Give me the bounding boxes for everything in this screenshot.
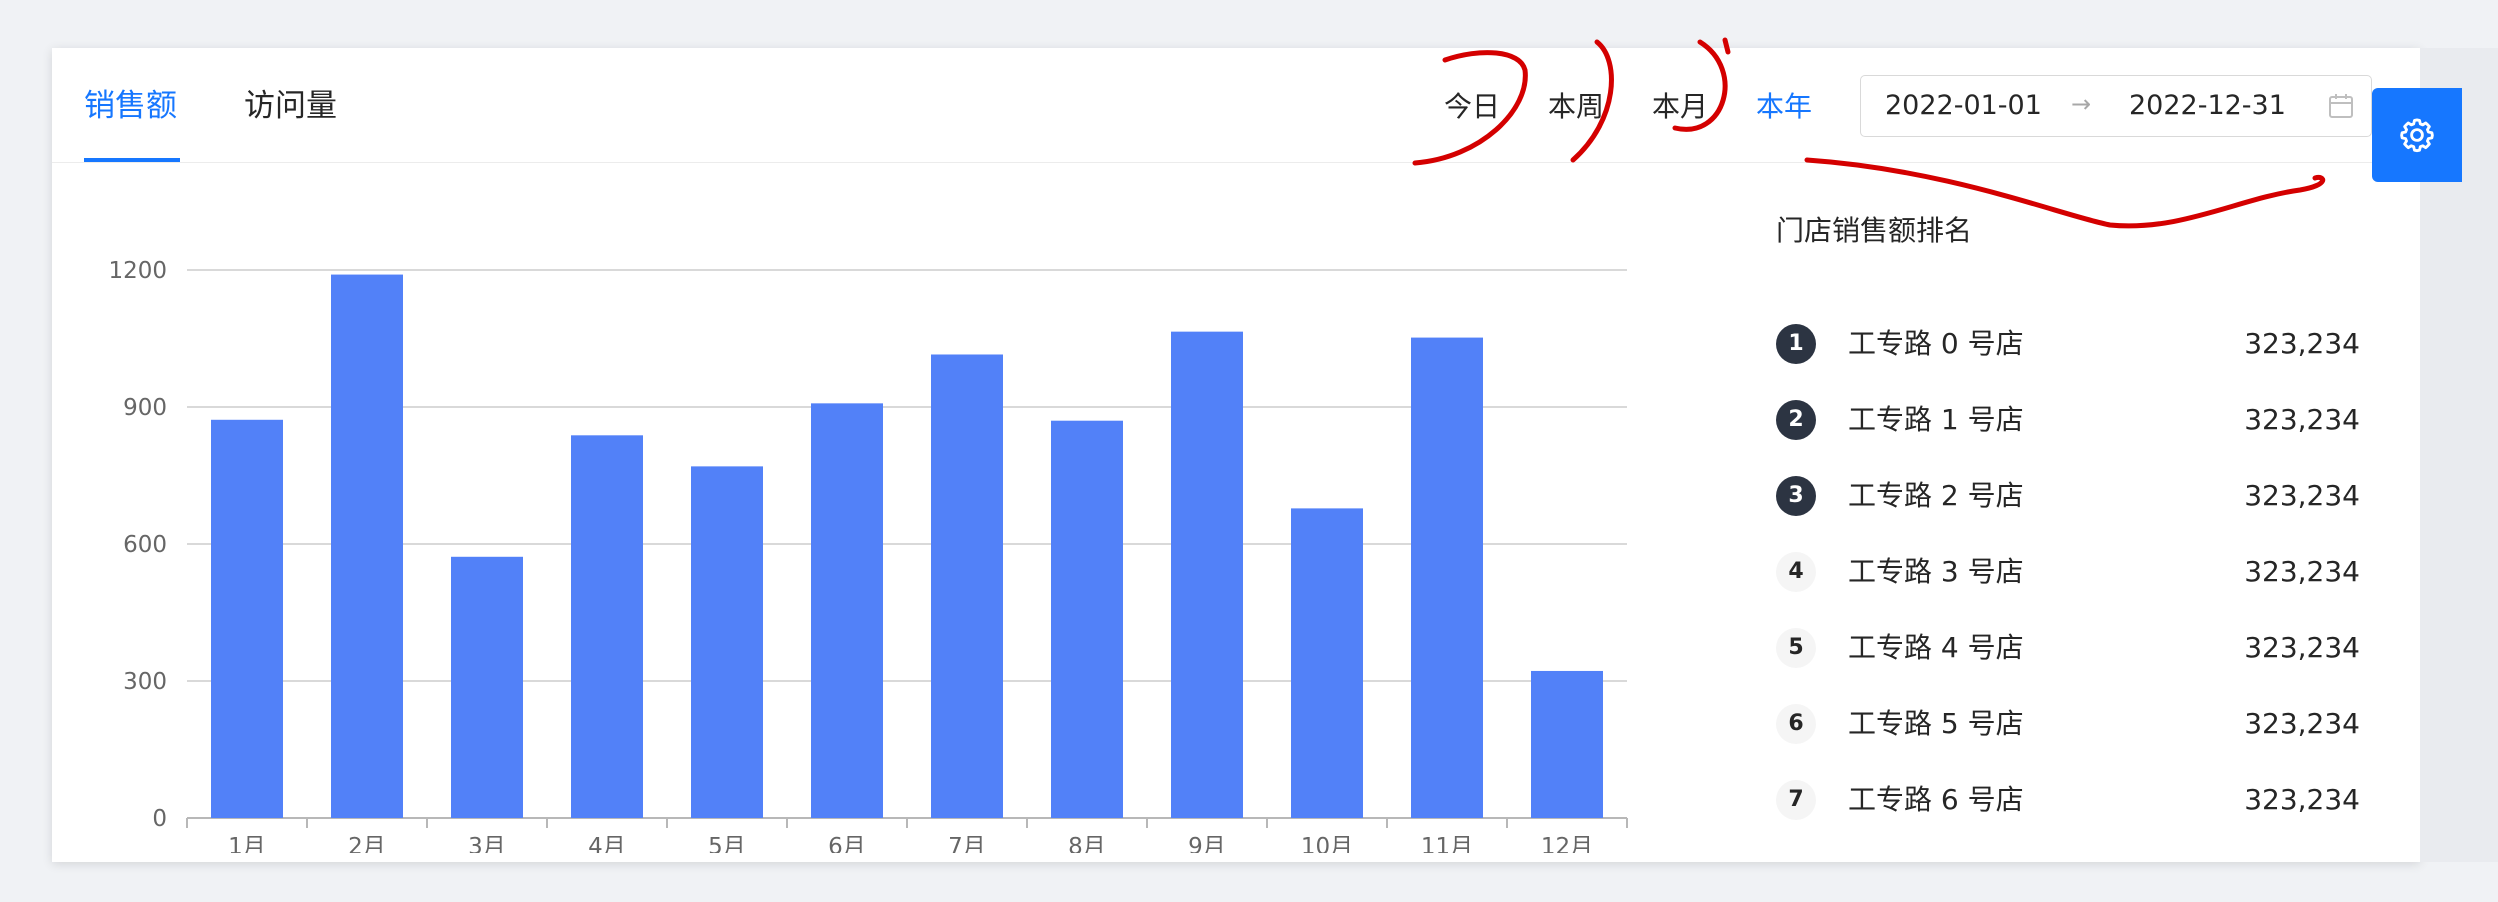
active-tab-indicator [84,158,180,162]
ranking-item: 4 工专路 3 号店 323,234 [1776,534,2360,610]
side-strip [2420,48,2498,862]
card-header: 销售额 访问量 今日 本周 本月 本年 2022-01-01 → 2022-12… [52,48,2420,163]
y-tick-label: 300 [123,669,167,695]
bar[interactable] [1411,337,1483,818]
bar[interactable] [451,556,523,818]
tab-visits[interactable]: 访问量 [244,88,337,124]
period-today[interactable]: 今日 [1444,90,1501,123]
store-sales: 323,234 [2244,327,2360,360]
ranking-list: 1 工专路 0 号店 323,234 2 工专路 1 号店 323,234 3 … [1776,306,2360,838]
x-tick-label: 10月 [1301,834,1353,853]
bar[interactable] [1171,331,1243,818]
date-range-picker[interactable]: 2022-01-01 → 2022-12-31 [1860,75,2372,137]
x-tick-label: 7月 [948,834,986,853]
date-range-separator: → [2071,90,2092,118]
x-tick-label: 9月 [1188,834,1226,853]
sales-bar-chart: 0 300 600 900 1200 1月 2月 3月 4月 5月 6月 7月 8月 9月 10月 11月 12… [52,163,1752,853]
sales-card: 销售额 访问量 今日 本周 本月 本年 2022-01-01 → 2022-12… [52,48,2420,862]
x-tick-label: 6月 [828,834,866,853]
x-tick-label: 5月 [708,834,746,853]
store-sales: 323,234 [2244,479,2360,512]
x-tick-label: 11月 [1421,834,1473,853]
y-tick-label: 1200 [108,258,167,284]
bar[interactable] [811,403,883,818]
y-tick-label: 0 [152,806,167,832]
bar[interactable] [211,419,283,818]
bar[interactable] [691,466,763,818]
store-sales: 323,234 [2244,403,2360,436]
x-tick-label: 12月 [1541,834,1593,853]
store-name: 工专路 0 号店 [1848,327,2024,360]
store-sales: 323,234 [2244,631,2360,664]
store-name: 工专路 5 号店 [1848,707,2024,740]
rank-badge: 7 [1776,780,1816,820]
bar[interactable] [571,435,643,818]
store-name: 工专路 4 号店 [1848,631,2024,664]
period-month[interactable]: 本月 [1652,90,1709,123]
ranking-item: 6 工专路 5 号店 323,234 [1776,686,2360,762]
date-range-start[interactable]: 2022-01-01 [1885,90,2042,121]
rank-badge: 5 [1776,628,1816,668]
calendar-icon[interactable] [2327,92,2355,120]
store-name: 工专路 3 号店 [1848,555,2024,588]
store-name: 工专路 2 号店 [1848,479,2024,512]
date-range-end[interactable]: 2022-12-31 [2129,90,2286,121]
x-tick-label: 1月 [228,834,266,853]
bar[interactable] [1051,420,1123,818]
bar[interactable] [331,274,403,818]
x-tick-label: 2月 [348,834,386,853]
gear-icon [2400,118,2434,153]
ranking-item: 5 工专路 4 号店 323,234 [1776,610,2360,686]
rank-badge: 3 [1776,476,1816,516]
ranking-item: 2 工专路 1 号店 323,234 [1776,382,2360,458]
x-tick-label: 3月 [468,834,506,853]
period-week[interactable]: 本周 [1548,90,1605,123]
ranking-item: 7 工专路 6 号店 323,234 [1776,762,2360,838]
store-sales: 323,234 [2244,707,2360,740]
period-year[interactable]: 本年 [1756,90,1813,123]
x-tick-label: 8月 [1068,834,1106,853]
x-tick-label: 4月 [588,834,626,853]
store-sales: 323,234 [2244,783,2360,816]
tab-sales[interactable]: 销售额 [84,88,177,124]
ranking-item: 3 工专路 2 号店 323,234 [1776,458,2360,534]
store-sales: 323,234 [2244,555,2360,588]
bar[interactable] [1531,670,1603,818]
rank-badge: 2 [1776,400,1816,440]
y-tick-label: 900 [123,395,167,421]
rank-badge: 4 [1776,552,1816,592]
y-tick-label: 600 [123,532,167,558]
store-name: 工专路 1 号店 [1848,403,2024,436]
rank-badge: 6 [1776,704,1816,744]
bar[interactable] [931,354,1003,818]
rank-badge: 1 [1776,324,1816,364]
ranking-title: 门店销售额排名 [1776,214,1973,247]
settings-button[interactable] [2372,88,2462,182]
bar[interactable] [1291,508,1363,818]
bar-chart-svg: 0 300 600 900 1200 1月 2月 3月 4月 5月 6月 7月 8月 9月 10月 11月 12… [108,258,1628,853]
store-name: 工专路 6 号店 [1848,783,2024,816]
ranking-item: 1 工专路 0 号店 323,234 [1776,306,2360,382]
